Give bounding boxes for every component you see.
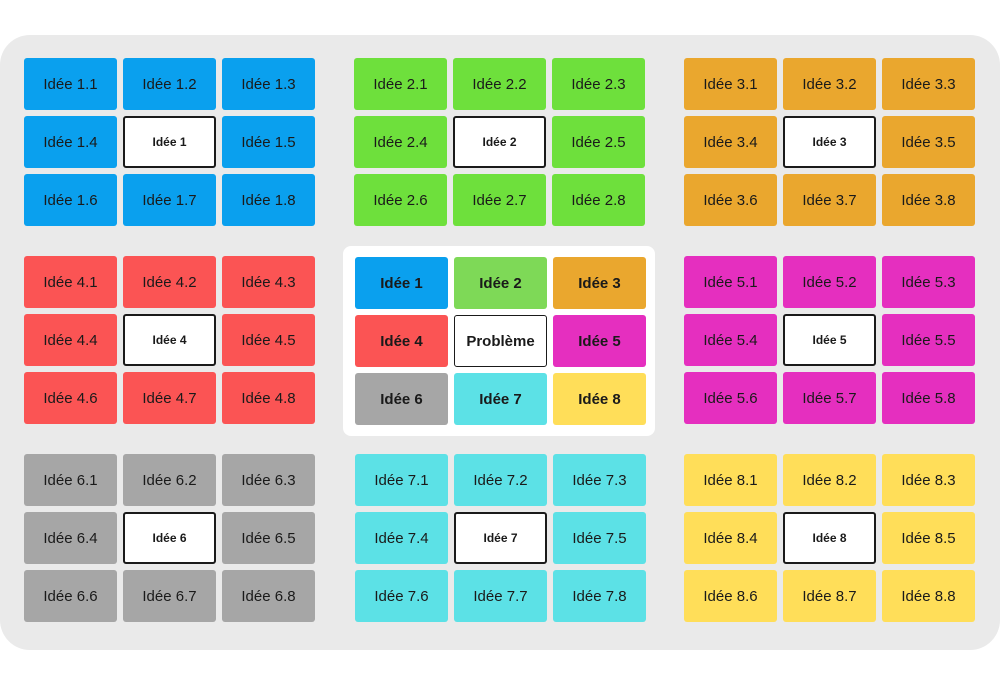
idea-note[interactable]: Idée 1.6 xyxy=(24,174,117,226)
idea-group-5: Idée 5.1 Idée 5.2 Idée 5.3 Idée 5.4 Idée… xyxy=(684,256,976,426)
idea-note[interactable]: Idée 8.7 xyxy=(783,570,876,622)
idea-note[interactable]: Idée 8.5 xyxy=(882,512,975,564)
idea-note[interactable]: Idée 5.2 xyxy=(783,256,876,308)
group-center-card[interactable]: Idée 2 xyxy=(453,116,546,168)
idea-note[interactable]: Idée 7.4 xyxy=(355,512,448,564)
group-center-card[interactable]: Idée 6 xyxy=(123,512,216,564)
idea-group-2: Idée 2.1 Idée 2.2 Idée 2.3 Idée 2.4 Idée… xyxy=(354,58,646,228)
idea-note[interactable]: Idée 3.8 xyxy=(882,174,975,226)
idea-note[interactable]: Idée 8.8 xyxy=(882,570,975,622)
central-idea-5[interactable]: Idée 5 xyxy=(553,315,646,367)
idea-note[interactable]: Idée 4.8 xyxy=(222,372,315,424)
idea-note[interactable]: Idée 2.5 xyxy=(552,116,645,168)
idea-note[interactable]: Idée 7.1 xyxy=(355,454,448,506)
idea-note[interactable]: Idée 6.5 xyxy=(222,512,315,564)
idea-note[interactable]: Idée 4.6 xyxy=(24,372,117,424)
idea-note[interactable]: Idée 2.4 xyxy=(354,116,447,168)
central-idea-3[interactable]: Idée 3 xyxy=(553,257,646,309)
idea-note[interactable]: Idée 5.5 xyxy=(882,314,975,366)
idea-note[interactable]: Idée 3.5 xyxy=(882,116,975,168)
central-idea-8[interactable]: Idée 8 xyxy=(553,373,646,425)
idea-note[interactable]: Idée 8.6 xyxy=(684,570,777,622)
idea-note[interactable]: Idée 4.2 xyxy=(123,256,216,308)
idea-note[interactable]: Idée 1.7 xyxy=(123,174,216,226)
idea-note[interactable]: Idée 7.6 xyxy=(355,570,448,622)
central-idea-7[interactable]: Idée 7 xyxy=(454,373,547,425)
idea-note[interactable]: Idée 3.3 xyxy=(882,58,975,110)
idea-note[interactable]: Idée 8.4 xyxy=(684,512,777,564)
central-idea-4[interactable]: Idée 4 xyxy=(355,315,448,367)
idea-note[interactable]: Idée 7.8 xyxy=(553,570,646,622)
idea-group-4: Idée 4.1 Idée 4.2 Idée 4.3 Idée 4.4 Idée… xyxy=(24,256,316,426)
idea-note[interactable]: Idée 6.8 xyxy=(222,570,315,622)
problem-card[interactable]: Problème xyxy=(454,315,547,367)
idea-note[interactable]: Idée 1.1 xyxy=(24,58,117,110)
idea-group-3: Idée 3.1 Idée 3.2 Idée 3.3 Idée 3.4 Idée… xyxy=(684,58,976,228)
idea-note[interactable]: Idée 2.7 xyxy=(453,174,546,226)
idea-note[interactable]: Idée 5.4 xyxy=(684,314,777,366)
idea-note[interactable]: Idée 8.3 xyxy=(882,454,975,506)
idea-note[interactable]: Idée 6.1 xyxy=(24,454,117,506)
idea-note[interactable]: Idée 4.5 xyxy=(222,314,315,366)
idea-note[interactable]: Idée 2.3 xyxy=(552,58,645,110)
group-center-card[interactable]: Idée 4 xyxy=(123,314,216,366)
idea-note[interactable]: Idée 2.8 xyxy=(552,174,645,226)
idea-group-7: Idée 7.1 Idée 7.2 Idée 7.3 Idée 7.4 Idée… xyxy=(355,454,647,624)
idea-note[interactable]: Idée 6.7 xyxy=(123,570,216,622)
idea-note[interactable]: Idée 3.6 xyxy=(684,174,777,226)
idea-note[interactable]: Idée 7.5 xyxy=(553,512,646,564)
idea-note[interactable]: Idée 1.3 xyxy=(222,58,315,110)
idea-note[interactable]: Idée 3.4 xyxy=(684,116,777,168)
group-center-card[interactable]: Idée 3 xyxy=(783,116,876,168)
idea-note[interactable]: Idée 3.2 xyxy=(783,58,876,110)
idea-note[interactable]: Idée 6.2 xyxy=(123,454,216,506)
group-center-card[interactable]: Idée 8 xyxy=(783,512,876,564)
idea-note[interactable]: Idée 5.1 xyxy=(684,256,777,308)
idea-note[interactable]: Idée 1.4 xyxy=(24,116,117,168)
idea-group-8: Idée 8.1 Idée 8.2 Idée 8.3 Idée 8.4 Idée… xyxy=(684,454,976,624)
group-center-card[interactable]: Idée 5 xyxy=(783,314,876,366)
idea-note[interactable]: Idée 1.8 xyxy=(222,174,315,226)
idea-note[interactable]: Idée 3.1 xyxy=(684,58,777,110)
central-idea-2[interactable]: Idée 2 xyxy=(454,257,547,309)
group-center-card[interactable]: Idée 7 xyxy=(454,512,547,564)
lotus-board: Idée 1.1 Idée 1.2 Idée 1.3 Idée 1.4 Idée… xyxy=(0,35,1000,650)
idea-note[interactable]: Idée 1.5 xyxy=(222,116,315,168)
idea-group-6: Idée 6.1 Idée 6.2 Idée 6.3 Idée 6.4 Idée… xyxy=(24,454,316,624)
idea-note[interactable]: Idée 4.7 xyxy=(123,372,216,424)
idea-note[interactable]: Idée 5.7 xyxy=(783,372,876,424)
central-idea-1[interactable]: Idée 1 xyxy=(355,257,448,309)
idea-note[interactable]: Idée 5.8 xyxy=(882,372,975,424)
idea-note[interactable]: Idée 6.6 xyxy=(24,570,117,622)
idea-note[interactable]: Idée 6.3 xyxy=(222,454,315,506)
idea-note[interactable]: Idée 7.2 xyxy=(454,454,547,506)
idea-note[interactable]: Idée 8.1 xyxy=(684,454,777,506)
idea-note[interactable]: Idée 6.4 xyxy=(24,512,117,564)
idea-note[interactable]: Idée 2.2 xyxy=(453,58,546,110)
idea-note[interactable]: Idée 1.2 xyxy=(123,58,216,110)
idea-note[interactable]: Idée 7.7 xyxy=(454,570,547,622)
idea-note[interactable]: Idée 8.2 xyxy=(783,454,876,506)
idea-note[interactable]: Idée 5.6 xyxy=(684,372,777,424)
idea-note[interactable]: Idée 4.1 xyxy=(24,256,117,308)
idea-note[interactable]: Idée 4.4 xyxy=(24,314,117,366)
idea-note[interactable]: Idée 2.1 xyxy=(354,58,447,110)
idea-note[interactable]: Idée 3.7 xyxy=(783,174,876,226)
central-idea-6[interactable]: Idée 6 xyxy=(355,373,448,425)
idea-note[interactable]: Idée 4.3 xyxy=(222,256,315,308)
idea-note[interactable]: Idée 7.3 xyxy=(553,454,646,506)
central-problem-group: Idée 1 Idée 2 Idée 3 Idée 4 Problème Idé… xyxy=(343,246,655,436)
idea-group-1: Idée 1.1 Idée 1.2 Idée 1.3 Idée 1.4 Idée… xyxy=(24,58,316,228)
idea-note[interactable]: Idée 5.3 xyxy=(882,256,975,308)
group-center-card[interactable]: Idée 1 xyxy=(123,116,216,168)
idea-note[interactable]: Idée 2.6 xyxy=(354,174,447,226)
